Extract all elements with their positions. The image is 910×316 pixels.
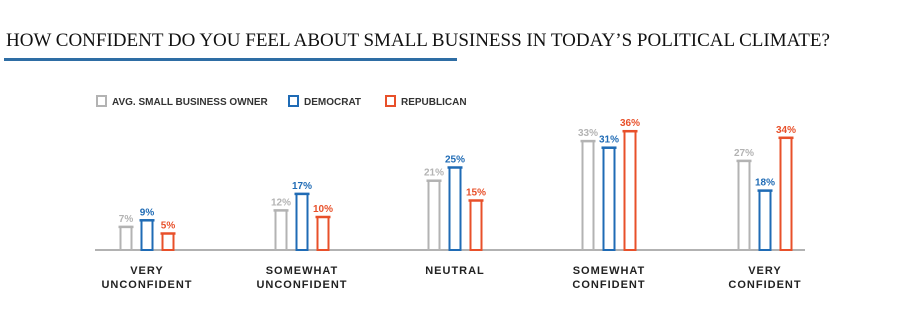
- bar: [448, 166, 462, 251]
- legend-label: DEMOCRAT: [304, 97, 361, 108]
- value-label: 33%: [578, 128, 598, 139]
- value-label: 12%: [271, 197, 291, 208]
- bar: [779, 136, 793, 251]
- x-tick-label: SOMEWHAT: [573, 265, 646, 277]
- legend-swatch: [385, 95, 396, 107]
- bar: [581, 140, 595, 252]
- bar: [758, 189, 772, 252]
- value-label: 10%: [313, 204, 333, 215]
- value-label: 34%: [776, 125, 796, 136]
- legend-swatch: [96, 95, 107, 107]
- bar: [119, 225, 133, 251]
- value-label: 21%: [424, 168, 444, 179]
- x-tick-label: NEUTRAL: [425, 265, 485, 277]
- bar: [623, 130, 637, 251]
- value-label: 18%: [755, 178, 775, 189]
- legend-label: AVG. SMALL BUSINESS OWNER: [112, 97, 269, 108]
- legend-label: REPUBLICAN: [401, 97, 467, 108]
- value-label: 17%: [292, 181, 312, 192]
- legend-swatch: [288, 95, 299, 107]
- value-label: 36%: [620, 118, 640, 129]
- value-label: 7%: [119, 214, 134, 225]
- x-tick-label: CONFIDENT: [728, 279, 801, 291]
- bar: [737, 159, 751, 251]
- bar: [274, 209, 288, 251]
- bar: [316, 216, 330, 251]
- x-tick-label: VERY: [130, 265, 164, 277]
- bar: [469, 199, 483, 251]
- x-tick-label: UNCONFIDENT: [101, 279, 192, 291]
- x-tick-label: SOMEWHAT: [266, 265, 339, 277]
- bar: [427, 179, 441, 251]
- value-label: 5%: [161, 221, 176, 232]
- bar: [161, 232, 175, 251]
- value-label: 9%: [140, 207, 155, 218]
- x-tick-label: VERY: [748, 265, 782, 277]
- bar: [140, 219, 154, 252]
- chart-title: HOW CONFIDENT DO YOU FEEL ABOUT SMALL BU…: [6, 30, 830, 51]
- x-tick-label: UNCONFIDENT: [256, 279, 347, 291]
- bar: [602, 146, 616, 251]
- bar: [295, 192, 309, 251]
- value-label: 25%: [445, 155, 465, 166]
- title-underline: [4, 58, 457, 61]
- value-label: 27%: [734, 148, 754, 159]
- value-label: 15%: [466, 188, 486, 199]
- value-label: 31%: [599, 135, 619, 146]
- x-tick-label: CONFIDENT: [572, 279, 645, 291]
